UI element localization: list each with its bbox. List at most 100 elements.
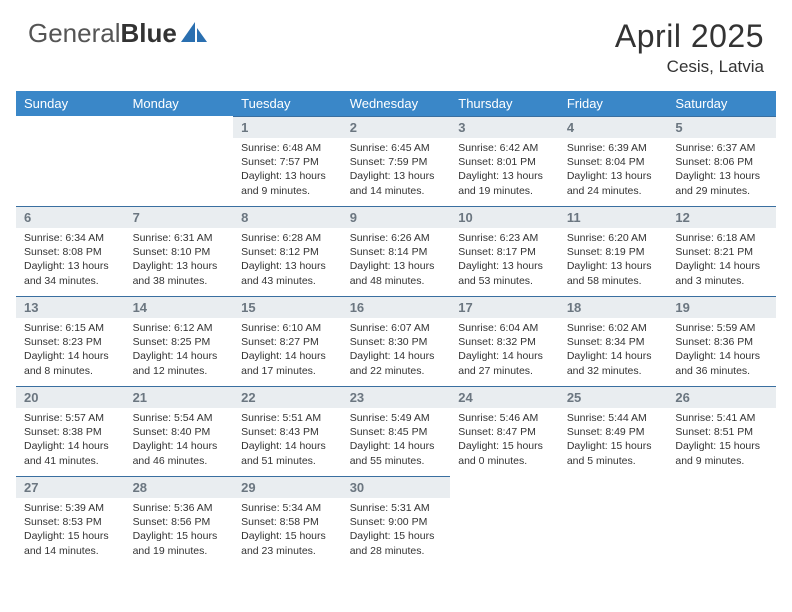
empty-cell <box>667 476 776 566</box>
sunrise-line: Sunrise: 6:02 AM <box>567 321 660 335</box>
weekday-row: SundayMondayTuesdayWednesdayThursdayFrid… <box>16 91 776 116</box>
day-cell-15: 15Sunrise: 6:10 AMSunset: 8:27 PMDayligh… <box>233 296 342 386</box>
daylight-line: Daylight: 15 hours and 14 minutes. <box>24 529 117 557</box>
day-cell-20: 20Sunrise: 5:57 AMSunset: 8:38 PMDayligh… <box>16 386 125 476</box>
day-cell-8: 8Sunrise: 6:28 AMSunset: 8:12 PMDaylight… <box>233 206 342 296</box>
day-wrap: 15Sunrise: 6:10 AMSunset: 8:27 PMDayligh… <box>233 296 342 384</box>
day-number: 9 <box>342 207 451 228</box>
day-body: Sunrise: 5:49 AMSunset: 8:45 PMDaylight:… <box>342 408 451 474</box>
calendar-row: 27Sunrise: 5:39 AMSunset: 8:53 PMDayligh… <box>16 476 776 566</box>
day-number: 25 <box>559 387 668 408</box>
sunrise-line: Sunrise: 6:39 AM <box>567 141 660 155</box>
weekday-friday: Friday <box>559 91 668 116</box>
sunrise-line: Sunrise: 6:48 AM <box>241 141 334 155</box>
sunset-line: Sunset: 9:00 PM <box>350 515 443 529</box>
sunrise-line: Sunrise: 6:07 AM <box>350 321 443 335</box>
weekday-thursday: Thursday <box>450 91 559 116</box>
day-cell-29: 29Sunrise: 5:34 AMSunset: 8:58 PMDayligh… <box>233 476 342 566</box>
day-body: Sunrise: 6:28 AMSunset: 8:12 PMDaylight:… <box>233 228 342 294</box>
day-number: 18 <box>559 297 668 318</box>
day-cell-6: 6Sunrise: 6:34 AMSunset: 8:08 PMDaylight… <box>16 206 125 296</box>
calendar-row: 13Sunrise: 6:15 AMSunset: 8:23 PMDayligh… <box>16 296 776 386</box>
sunrise-line: Sunrise: 5:34 AM <box>241 501 334 515</box>
sunset-line: Sunset: 8:06 PM <box>675 155 768 169</box>
sunset-line: Sunset: 8:47 PM <box>458 425 551 439</box>
day-body: Sunrise: 6:20 AMSunset: 8:19 PMDaylight:… <box>559 228 668 294</box>
day-body: Sunrise: 5:57 AMSunset: 8:38 PMDaylight:… <box>16 408 125 474</box>
empty-cell <box>16 116 125 206</box>
daylight-line: Daylight: 15 hours and 0 minutes. <box>458 439 551 467</box>
weekday-sunday: Sunday <box>16 91 125 116</box>
day-number: 17 <box>450 297 559 318</box>
weekday-wednesday: Wednesday <box>342 91 451 116</box>
day-number: 13 <box>16 297 125 318</box>
daylight-line: Daylight: 14 hours and 22 minutes. <box>350 349 443 377</box>
daylight-line: Daylight: 14 hours and 36 minutes. <box>675 349 768 377</box>
day-wrap: 17Sunrise: 6:04 AMSunset: 8:32 PMDayligh… <box>450 296 559 384</box>
day-cell-9: 9Sunrise: 6:26 AMSunset: 8:14 PMDaylight… <box>342 206 451 296</box>
day-body: Sunrise: 6:04 AMSunset: 8:32 PMDaylight:… <box>450 318 559 384</box>
daylight-line: Daylight: 14 hours and 41 minutes. <box>24 439 117 467</box>
day-number: 29 <box>233 477 342 498</box>
daylight-line: Daylight: 13 hours and 58 minutes. <box>567 259 660 287</box>
day-cell-23: 23Sunrise: 5:49 AMSunset: 8:45 PMDayligh… <box>342 386 451 476</box>
sunset-line: Sunset: 8:30 PM <box>350 335 443 349</box>
day-cell-5: 5Sunrise: 6:37 AMSunset: 8:06 PMDaylight… <box>667 116 776 206</box>
daylight-line: Daylight: 13 hours and 34 minutes. <box>24 259 117 287</box>
sunset-line: Sunset: 8:56 PM <box>133 515 226 529</box>
calendar-row: 20Sunrise: 5:57 AMSunset: 8:38 PMDayligh… <box>16 386 776 476</box>
day-cell-27: 27Sunrise: 5:39 AMSunset: 8:53 PMDayligh… <box>16 476 125 566</box>
day-cell-10: 10Sunrise: 6:23 AMSunset: 8:17 PMDayligh… <box>450 206 559 296</box>
sunrise-line: Sunrise: 5:59 AM <box>675 321 768 335</box>
day-body: Sunrise: 6:42 AMSunset: 8:01 PMDaylight:… <box>450 138 559 204</box>
sunrise-line: Sunrise: 6:15 AM <box>24 321 117 335</box>
day-number: 26 <box>667 387 776 408</box>
day-number: 12 <box>667 207 776 228</box>
daylight-line: Daylight: 13 hours and 53 minutes. <box>458 259 551 287</box>
sunset-line: Sunset: 8:01 PM <box>458 155 551 169</box>
day-body: Sunrise: 6:10 AMSunset: 8:27 PMDaylight:… <box>233 318 342 384</box>
sunrise-line: Sunrise: 5:54 AM <box>133 411 226 425</box>
day-wrap: 8Sunrise: 6:28 AMSunset: 8:12 PMDaylight… <box>233 206 342 294</box>
daylight-line: Daylight: 13 hours and 48 minutes. <box>350 259 443 287</box>
day-cell-2: 2Sunrise: 6:45 AMSunset: 7:59 PMDaylight… <box>342 116 451 206</box>
sunset-line: Sunset: 8:34 PM <box>567 335 660 349</box>
day-body: Sunrise: 6:07 AMSunset: 8:30 PMDaylight:… <box>342 318 451 384</box>
sunset-line: Sunset: 8:38 PM <box>24 425 117 439</box>
daylight-line: Daylight: 14 hours and 27 minutes. <box>458 349 551 377</box>
day-number: 6 <box>16 207 125 228</box>
sunrise-line: Sunrise: 6:20 AM <box>567 231 660 245</box>
day-wrap: 9Sunrise: 6:26 AMSunset: 8:14 PMDaylight… <box>342 206 451 294</box>
day-body: Sunrise: 5:59 AMSunset: 8:36 PMDaylight:… <box>667 318 776 384</box>
daylight-line: Daylight: 14 hours and 3 minutes. <box>675 259 768 287</box>
day-wrap: 23Sunrise: 5:49 AMSunset: 8:45 PMDayligh… <box>342 386 451 474</box>
daylight-line: Daylight: 13 hours and 29 minutes. <box>675 169 768 197</box>
day-cell-1: 1Sunrise: 6:48 AMSunset: 7:57 PMDaylight… <box>233 116 342 206</box>
day-number: 7 <box>125 207 234 228</box>
sunset-line: Sunset: 8:04 PM <box>567 155 660 169</box>
day-body: Sunrise: 5:31 AMSunset: 9:00 PMDaylight:… <box>342 498 451 564</box>
location: Cesis, Latvia <box>615 57 764 77</box>
sunset-line: Sunset: 8:40 PM <box>133 425 226 439</box>
day-cell-25: 25Sunrise: 5:44 AMSunset: 8:49 PMDayligh… <box>559 386 668 476</box>
day-body: Sunrise: 5:54 AMSunset: 8:40 PMDaylight:… <box>125 408 234 474</box>
sunset-line: Sunset: 8:51 PM <box>675 425 768 439</box>
sunrise-line: Sunrise: 5:57 AM <box>24 411 117 425</box>
sunset-line: Sunset: 8:21 PM <box>675 245 768 259</box>
day-body: Sunrise: 6:45 AMSunset: 7:59 PMDaylight:… <box>342 138 451 204</box>
day-number: 10 <box>450 207 559 228</box>
daylight-line: Daylight: 14 hours and 8 minutes. <box>24 349 117 377</box>
day-wrap: 27Sunrise: 5:39 AMSunset: 8:53 PMDayligh… <box>16 476 125 564</box>
day-cell-26: 26Sunrise: 5:41 AMSunset: 8:51 PMDayligh… <box>667 386 776 476</box>
logo-sail-icon <box>181 20 207 47</box>
daylight-line: Daylight: 13 hours and 24 minutes. <box>567 169 660 197</box>
sunrise-line: Sunrise: 6:34 AM <box>24 231 117 245</box>
day-number: 1 <box>233 117 342 138</box>
sunset-line: Sunset: 8:36 PM <box>675 335 768 349</box>
day-body: Sunrise: 6:12 AMSunset: 8:25 PMDaylight:… <box>125 318 234 384</box>
empty-cell <box>125 116 234 206</box>
day-body: Sunrise: 5:34 AMSunset: 8:58 PMDaylight:… <box>233 498 342 564</box>
day-number: 19 <box>667 297 776 318</box>
day-wrap: 5Sunrise: 6:37 AMSunset: 8:06 PMDaylight… <box>667 116 776 204</box>
day-body: Sunrise: 6:39 AMSunset: 8:04 PMDaylight:… <box>559 138 668 204</box>
